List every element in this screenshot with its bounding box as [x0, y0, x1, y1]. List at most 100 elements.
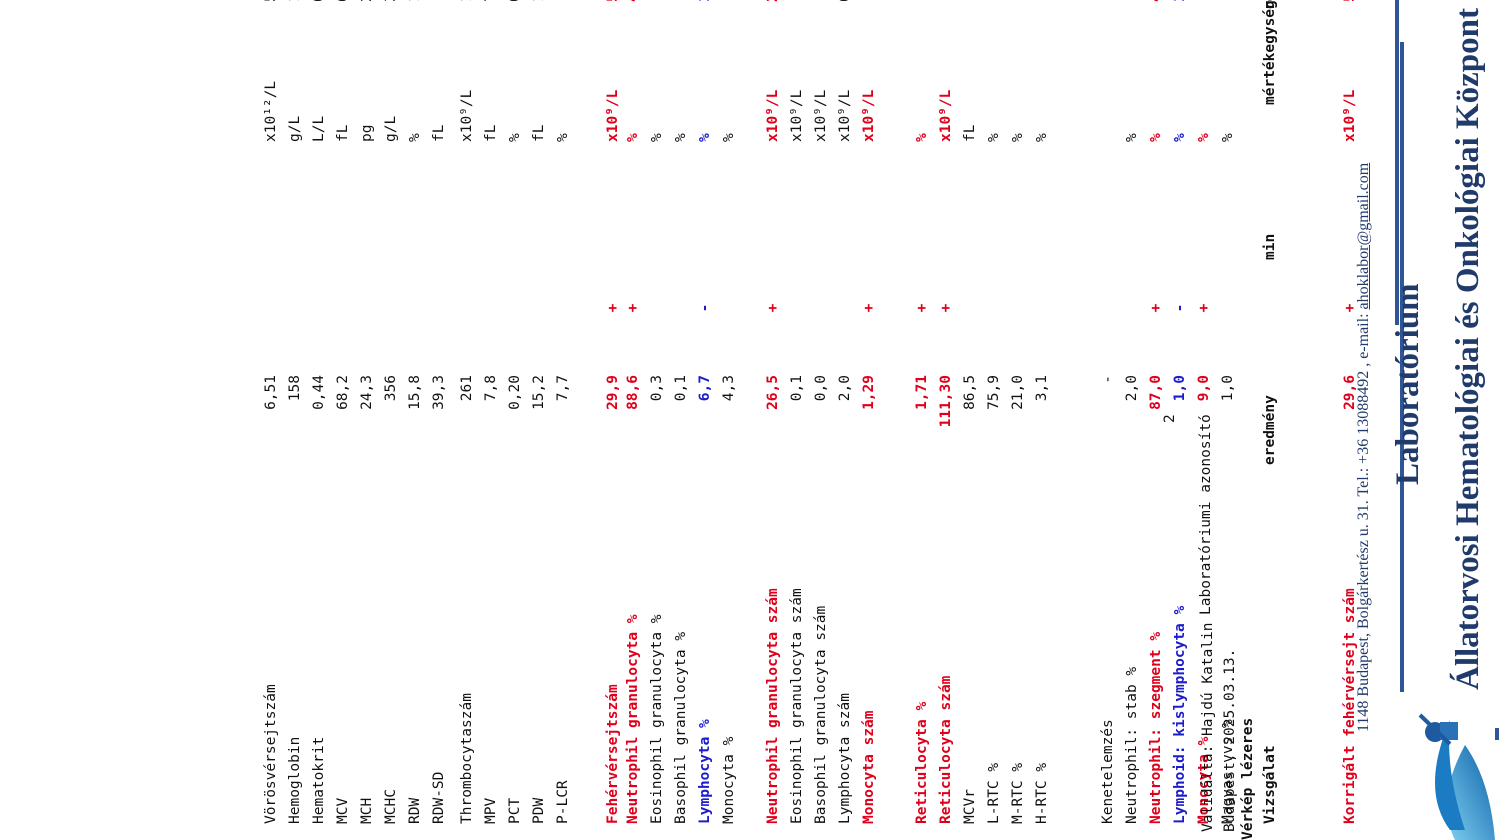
- result-unit: g/L: [383, 115, 399, 142]
- result-unit: %: [1196, 133, 1212, 142]
- table-row: Monocyta szám 1,29 + x10⁹/L: [861, 0, 883, 840]
- result-name: Vörösvérsejtszám: [263, 684, 279, 824]
- header-test: Vizsgálat: [1262, 745, 1278, 824]
- result-value: 1,29: [861, 375, 877, 410]
- lab-id-label: Laboratóriumi azonosító: [1198, 414, 1214, 615]
- result-unit: x10⁹/L: [789, 89, 805, 142]
- result-unit: fL: [431, 124, 447, 142]
- result-unit: fL: [531, 124, 547, 142]
- result-unit: x10⁹/L: [861, 89, 877, 142]
- table-row: Monocyta % 4,3%: [721, 0, 743, 840]
- result-value: 2,0: [837, 375, 853, 402]
- result-unit: pg: [359, 124, 375, 142]
- result-name: Monocyta %: [721, 736, 737, 824]
- result-ref: 5,: [263, 0, 279, 2]
- table-row: Neutrophil granulocyta % 88,6 +% 40,: [625, 0, 647, 840]
- result-unit: x10¹²/L: [263, 80, 279, 142]
- table-row: L-RTC % 75,9%: [986, 0, 1008, 840]
- table-row: Lymphocyta szám 2,0 x10⁹/L 0,: [837, 0, 859, 840]
- result-unit: %: [986, 133, 1002, 142]
- result-ref: 2,: [765, 0, 781, 2]
- result-unit: g/L: [287, 115, 303, 142]
- result-unit: fL: [335, 124, 351, 142]
- table-row: Korrigált fehérvérsejt szám 29,6 + x10⁹/L 5,: [1342, 0, 1364, 840]
- result-flag: +: [765, 303, 781, 313]
- result-name: Hematokrit: [311, 736, 327, 824]
- result-ref: 5,: [605, 0, 621, 2]
- result-name: M-RTC %: [1010, 762, 1026, 824]
- table-row: Hematokrit 0,44 L/L 0,3: [311, 0, 333, 840]
- result-name: Lymphocyta szám: [837, 693, 853, 824]
- result-name: Monocyta szám: [861, 710, 877, 825]
- result-name: Neutrophil granulocyta %: [625, 614, 641, 824]
- result-ref: 40,: [1148, 0, 1164, 2]
- result-ref: 12: [459, 0, 475, 2]
- result-unit: %: [721, 133, 737, 142]
- result-ref: 10,: [531, 0, 547, 2]
- result-unit: x10⁹/L: [837, 89, 853, 142]
- table-row: MPV 7,8 fL 7,: [483, 0, 505, 840]
- result-name: Neutrophil: stab %: [1124, 666, 1140, 824]
- result-ref: 0,1: [507, 0, 523, 2]
- header-result: eredmény: [1262, 395, 1278, 465]
- result-value: 3,1: [1034, 375, 1050, 402]
- result-ref: 40,: [625, 0, 641, 2]
- result-name: Hemoglobin: [287, 736, 303, 824]
- table-row: Neutrophil: stab % 2,0%: [1124, 0, 1146, 840]
- result-name: Lymphoid: kislymphocyta %: [1172, 605, 1188, 824]
- result-unit: L/L: [311, 115, 327, 142]
- result-flag: +: [625, 303, 641, 313]
- result-value: 24,3: [359, 375, 375, 410]
- table-row: Kenetelemzés -: [1100, 0, 1122, 840]
- result-unit: fL: [483, 124, 499, 142]
- header-min: min: [1262, 233, 1278, 260]
- result-unit: x10⁹/L: [813, 89, 829, 142]
- result-value: 0,0: [813, 375, 829, 402]
- result-value: 158: [287, 375, 303, 402]
- result-name: MCV: [335, 797, 351, 824]
- result-unit: %: [1148, 133, 1164, 142]
- table-header: Vizsgálat eredmény min mértékegység re: [1262, 0, 1284, 840]
- result-ref: 0,3: [311, 0, 327, 2]
- result-value: 86,5: [962, 375, 978, 410]
- result-value: 1,71: [914, 375, 930, 410]
- result-name: P-LCR: [555, 780, 571, 824]
- result-value: 2,0: [1124, 375, 1140, 402]
- result-unit: %: [649, 133, 665, 142]
- result-flag: +: [1196, 303, 1212, 313]
- result-name: Korrigált fehérvérsejt szám: [1342, 588, 1358, 824]
- result-name: Thrombocytaszám: [459, 693, 475, 824]
- table-row: MCV 68,2 fL 65,: [335, 0, 357, 840]
- result-ref: 21,: [359, 0, 375, 2]
- result-value: 0,20: [507, 375, 523, 410]
- lab-logo-icon: [1418, 713, 1495, 840]
- result-ref: 5,: [1342, 0, 1358, 2]
- result-value: 6,7: [697, 375, 713, 402]
- table-row: H-RTC % 3,1%: [1034, 0, 1056, 840]
- result-name: RDW-SD: [431, 771, 447, 824]
- table-row: M-RTC % 21,0%: [1010, 0, 1032, 840]
- validated-by: Validálta: Hajdú Katalin: [1200, 622, 1216, 832]
- result-name: MCVr: [962, 789, 978, 824]
- table-row: Reticulocyta % 1,71 +%: [914, 0, 936, 840]
- result-name: Basophil granulocyta %: [673, 631, 689, 824]
- result-unit: x10⁹/L: [765, 89, 781, 142]
- table-row: MCH 24,3 pg 21,: [359, 0, 381, 840]
- result-flag: -: [1172, 303, 1188, 313]
- page-number: 2: [1162, 414, 1178, 423]
- result-name: L-RTC %: [986, 762, 1002, 824]
- table-row: Thrombocytaszám 261 x10⁹/L 12: [459, 0, 481, 840]
- result-value: 26,5: [765, 375, 781, 410]
- result-unit: %: [1124, 133, 1140, 142]
- section-title: Vérkép lézeres: [1240, 717, 1256, 840]
- result-unit: %: [507, 133, 523, 142]
- header-rule-right: [1395, 0, 1399, 325]
- table-row: MCVr 86,5 fL: [962, 0, 984, 840]
- result-name: PDW: [531, 797, 547, 824]
- result-value: 6,51: [263, 375, 279, 410]
- table-row: PDW 15,2 fL 10,: [531, 0, 553, 840]
- result-value: 39,3: [431, 375, 447, 410]
- result-name: Lymphocyta %: [697, 719, 713, 824]
- table-row: Eosinophil granulocyta % 0,3%: [649, 0, 671, 840]
- result-unit: %: [673, 133, 689, 142]
